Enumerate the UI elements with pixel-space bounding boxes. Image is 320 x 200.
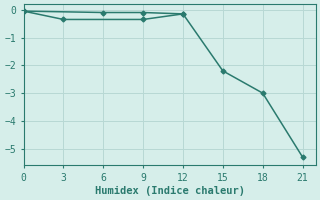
X-axis label: Humidex (Indice chaleur): Humidex (Indice chaleur) bbox=[95, 186, 245, 196]
